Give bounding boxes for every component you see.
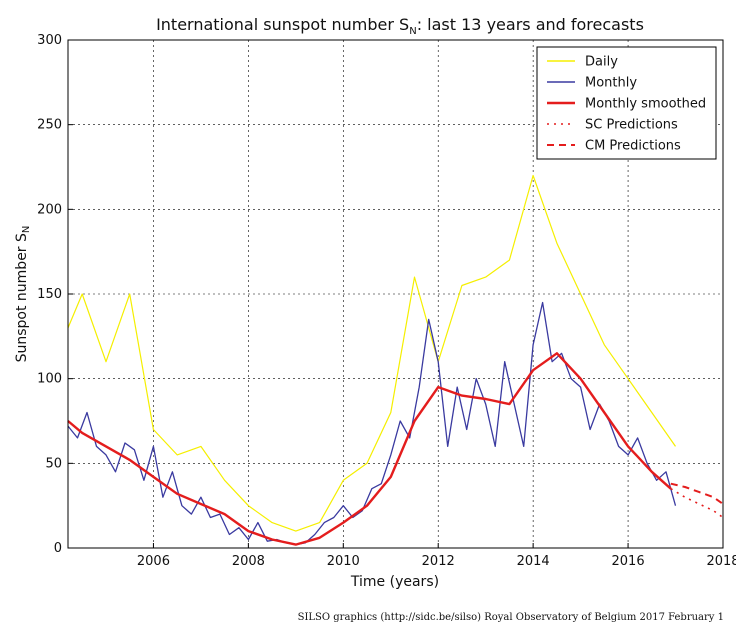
x-tick-label: 2006 (137, 554, 170, 569)
legend: Daily Monthly Monthly smoothed SC Predictio… (536, 46, 717, 160)
series-line-1 (67, 301, 677, 546)
legend-label-1: Monthly (585, 76, 637, 91)
x-tick-label: 2008 (232, 554, 265, 569)
legend-label-0: Daily (585, 55, 618, 70)
series-line-0 (67, 174, 676, 532)
x-tick-label: 2012 (422, 554, 455, 569)
y-tick-label: 0 (54, 541, 62, 556)
x-tick-label: 2016 (612, 554, 645, 569)
y-tick-label: 150 (37, 287, 62, 302)
y-tick-label: 200 (37, 202, 62, 217)
y-axis-label: Sunspot number SN (14, 226, 32, 363)
chart-title: International sunspot number SN: last 13… (156, 15, 644, 37)
y-tick-label: 300 (37, 33, 62, 48)
series-line-2 (67, 352, 672, 546)
legend-label-2: Monthly smoothed (585, 97, 706, 112)
x-tick-label: 2018 (706, 554, 736, 569)
axis-ticks: 2006 2008 2010 2012 2014 2016 2018 0 50 100 150 200… (37, 33, 736, 569)
x-tick-label: 2010 (327, 554, 360, 569)
x-axis-label: Time (years) (350, 574, 439, 590)
y-tick-label: 50 (45, 456, 62, 471)
series-layer (67, 174, 724, 546)
legend-label-4: CM Predictions (585, 139, 681, 154)
legend-label-3: SC Predictions (585, 118, 678, 133)
y-tick-label: 100 (37, 372, 62, 387)
x-tick-label: 2014 (517, 554, 550, 569)
y-tick-label: 250 (37, 118, 62, 133)
credit-footer: SILSO graphics (http://sidc.be/silso) Ro… (298, 612, 724, 623)
series-line-4 (670, 482, 724, 505)
